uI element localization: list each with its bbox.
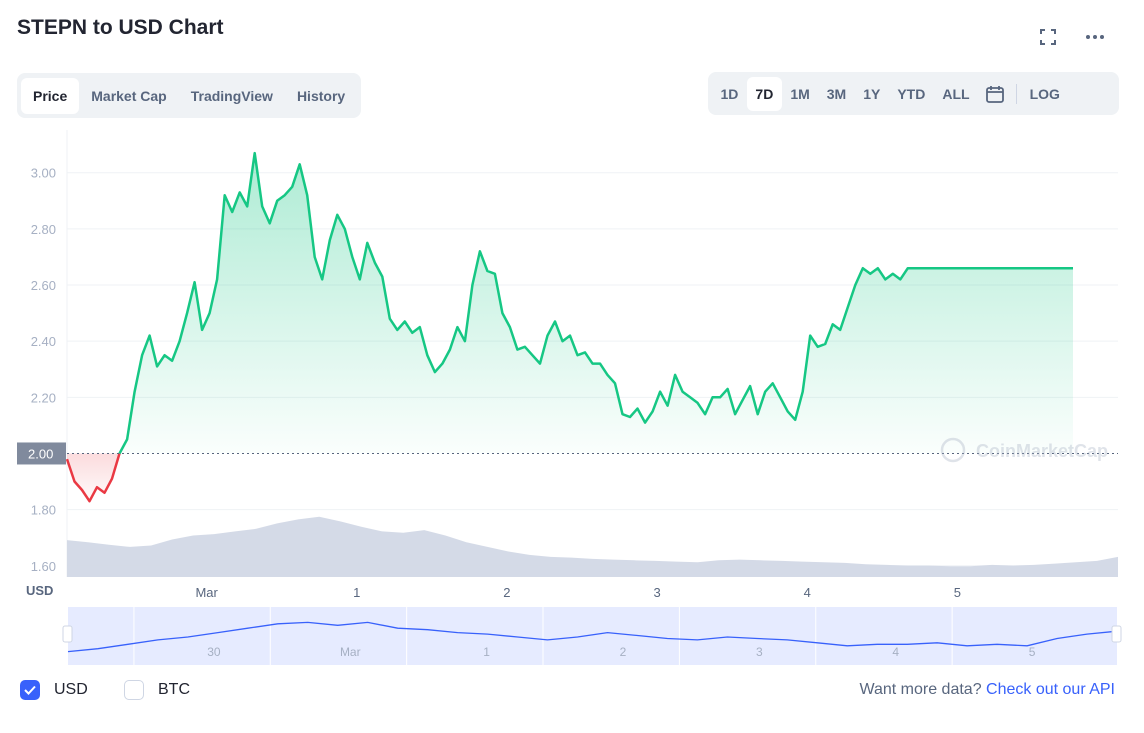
range-7d-button[interactable]: 7D [746,76,782,111]
tab-tradingview[interactable]: TradingView [190,87,273,104]
watermark-text: CoinMarketCap [976,441,1108,461]
tab-market-cap[interactable]: Market Cap [91,87,167,104]
reference-price-label: 2.00 [17,442,66,465]
api-promo: Want more data? Check out our API [859,681,1115,699]
watermark: CoinMarketCap [940,437,1108,463]
range-divider [1016,83,1018,104]
currency-btc-toggle[interactable]: BTC [124,680,190,700]
x-axis-ticks: Mar 1 2 3 4 5 [195,585,961,600]
check-icon [24,685,36,695]
price-line-down [65,453,121,503]
navigator-tick-label: 5 [1029,645,1036,659]
navigator-right-handle[interactable] [1111,625,1122,643]
date-picker-button[interactable] [978,77,1012,111]
currency-usd-toggle[interactable]: USD [20,680,88,700]
price-area-down [67,453,120,502]
y-tick-label: 2.20 [31,390,56,405]
navigator-tick-label: 4 [892,645,899,659]
more-icon [1086,35,1104,39]
price-area [67,153,1073,502]
y-tick-label: 1.60 [31,559,56,574]
range-3m-button[interactable]: 3M [826,85,847,102]
y-tick-label: 2.40 [31,334,56,349]
page-title: STEPN to USD Chart [17,16,224,39]
price-line [65,151,1073,503]
x-tick-label: 2 [503,585,510,600]
y-axis-ticks: 3.00 2.80 2.60 2.40 2.20 1.80 1.60 [31,166,56,574]
reference-price-label-text: 2.00 [28,446,53,461]
navigator-tick-label: 1 [483,645,490,659]
api-prompt-text: Want more data? [859,681,987,698]
price-area-up [119,153,1073,454]
api-link[interactable]: Check out our API [986,681,1115,698]
range-1m-button[interactable]: 1M [790,85,810,102]
reference-price-label-bg [17,442,66,465]
range-all-button[interactable]: ALL [942,85,970,102]
usd-label: USD [54,681,88,698]
tab-price[interactable]: Price [21,77,80,114]
btc-label: BTC [158,681,190,698]
expand-button[interactable] [1037,26,1059,48]
range-1d-button[interactable]: 1D [720,85,739,102]
chart-type-tabs: Price Market Cap TradingView History [17,73,362,118]
range-ytd-button[interactable]: YTD [897,85,926,102]
navigator-left-handle[interactable] [62,625,73,643]
navigator-tick-label: 2 [620,645,627,659]
y-tick-label: 2.80 [31,222,56,237]
navigator-line [67,621,1118,653]
y-tick-label: 3.00 [31,166,56,181]
volume-area [67,516,1118,577]
x-tick-label: 4 [804,585,811,600]
y-axis-unit: USD [26,583,53,598]
btc-checkbox[interactable] [124,680,144,700]
navigator-tick-label: Mar [340,645,361,659]
range-1y-button[interactable]: 1Y [863,85,881,102]
range-navigator[interactable]: 30 Mar 1 2 3 4 5 [0,600,1144,670]
y-tick-label: 1.80 [31,503,56,518]
navigator-selection[interactable] [68,607,1117,665]
x-tick-label: 1 [353,585,360,600]
navigator-ticks: 30 Mar 1 2 3 4 5 [207,645,1036,659]
log-scale-button[interactable]: LOG [1029,85,1060,102]
usd-checkbox[interactable] [20,680,40,700]
navigator-tick-label: 30 [207,645,221,659]
price-chart[interactable]: 3.00 2.80 2.60 2.40 2.20 1.80 1.60 Mar 1 2 3 4 5 2.… [0,125,1144,605]
tab-history[interactable]: History [296,87,346,104]
x-tick-label: Mar [195,585,218,600]
expand-icon [1040,29,1056,45]
x-tick-label: 3 [653,585,660,600]
navigator-tick-label: 3 [756,645,763,659]
y-tick-label: 2.60 [31,278,56,293]
time-range-selector: 1D 7D 1M 3M 1Y YTD ALL LOG [708,72,1119,115]
calendar-icon [986,85,1004,103]
watermark-logo-icon [940,437,966,463]
more-options-button[interactable] [1084,26,1106,48]
navigator-grid [133,607,953,665]
price-line-up [118,151,1073,455]
x-tick-label: 5 [954,585,961,600]
volume-shape [67,516,1118,577]
